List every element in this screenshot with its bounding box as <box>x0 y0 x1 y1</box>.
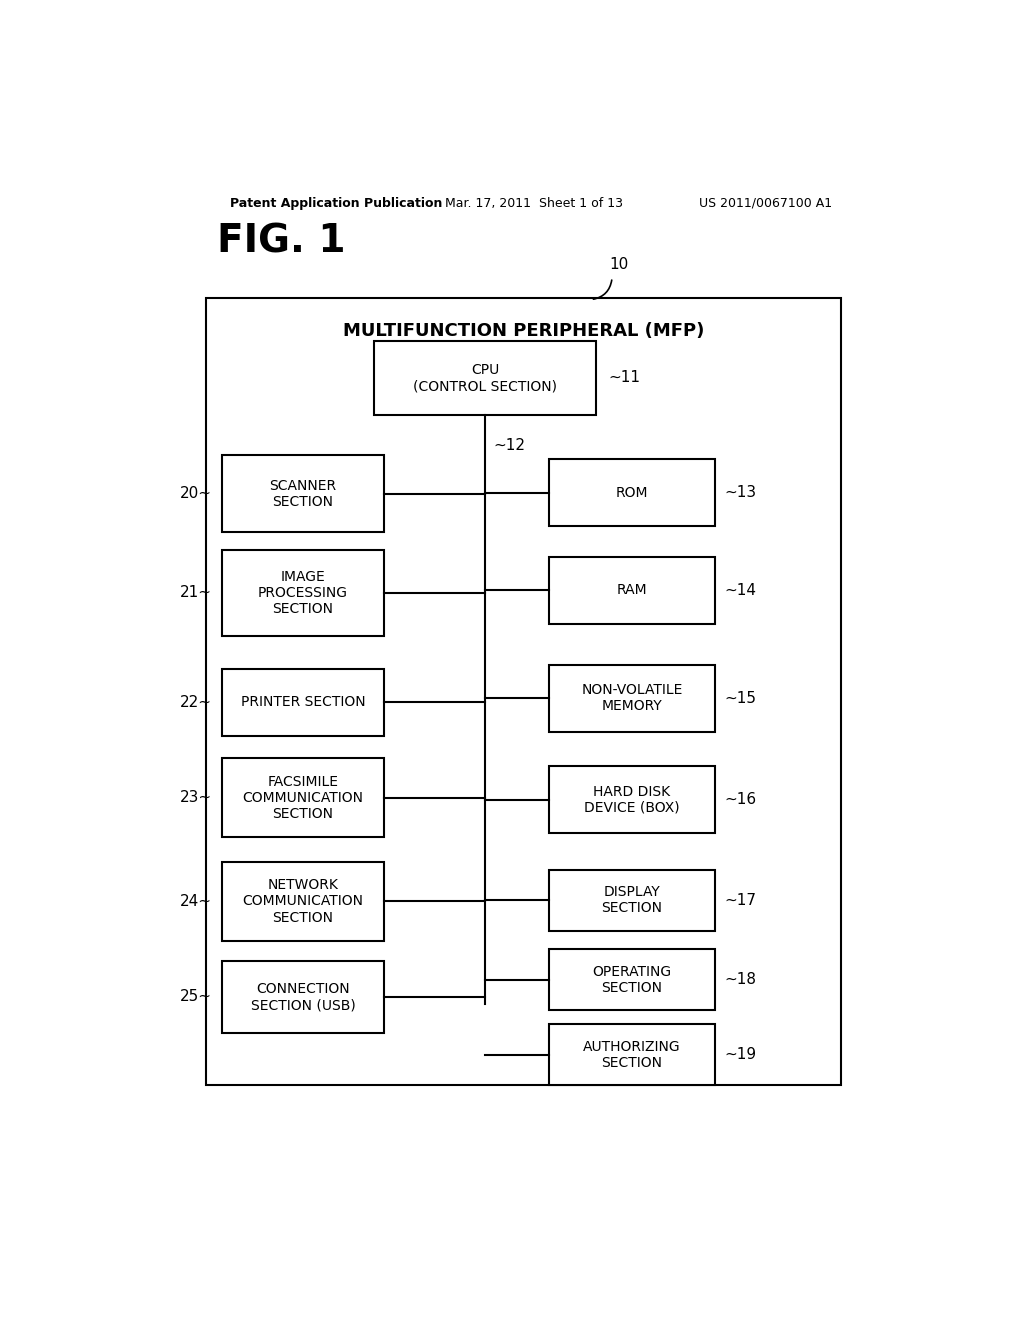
Text: ∼16: ∼16 <box>725 792 757 808</box>
Text: ∼13: ∼13 <box>725 486 757 500</box>
Bar <box>221 549 384 636</box>
Text: 20∼: 20∼ <box>180 486 212 502</box>
Text: 24∼: 24∼ <box>180 894 212 909</box>
Text: DISPLAY
SECTION: DISPLAY SECTION <box>601 886 663 916</box>
Bar <box>549 664 715 731</box>
Text: NON-VOLATILE
MEMORY: NON-VOLATILE MEMORY <box>582 682 683 713</box>
Text: MULTIFUNCTION PERIPHERAL (MFP): MULTIFUNCTION PERIPHERAL (MFP) <box>342 322 703 341</box>
Text: CPU
(CONTROL SECTION): CPU (CONTROL SECTION) <box>413 363 557 393</box>
Text: 10: 10 <box>609 257 628 272</box>
Text: AUTHORIZING
SECTION: AUTHORIZING SECTION <box>583 1040 681 1071</box>
Bar <box>221 758 384 837</box>
Text: OPERATING
SECTION: OPERATING SECTION <box>592 965 672 995</box>
Text: FIG. 1: FIG. 1 <box>217 223 345 261</box>
Text: PRINTER SECTION: PRINTER SECTION <box>241 696 366 709</box>
Text: US 2011/0067100 A1: US 2011/0067100 A1 <box>699 197 833 210</box>
Bar <box>549 557 715 624</box>
Text: RAM: RAM <box>616 583 647 598</box>
Text: 21∼: 21∼ <box>180 585 212 601</box>
Bar <box>549 870 715 931</box>
Text: ∼11: ∼11 <box>608 371 640 385</box>
Text: Mar. 17, 2011  Sheet 1 of 13: Mar. 17, 2011 Sheet 1 of 13 <box>445 197 624 210</box>
Text: HARD DISK
DEVICE (BOX): HARD DISK DEVICE (BOX) <box>584 784 680 814</box>
Text: ROM: ROM <box>615 486 648 500</box>
Text: ∼12: ∼12 <box>494 437 525 453</box>
Text: ∼14: ∼14 <box>725 583 757 598</box>
Text: IMAGE
PROCESSING
SECTION: IMAGE PROCESSING SECTION <box>258 570 348 616</box>
Text: ∼17: ∼17 <box>725 892 757 908</box>
Text: FACSIMILE
COMMUNICATION
SECTION: FACSIMILE COMMUNICATION SECTION <box>243 775 364 821</box>
Text: ∼18: ∼18 <box>725 972 757 987</box>
Bar <box>549 459 715 527</box>
Bar <box>221 862 384 941</box>
Bar <box>221 455 384 532</box>
Bar <box>549 1024 715 1085</box>
Text: SCANNER
SECTION: SCANNER SECTION <box>269 479 337 510</box>
Text: 25∼: 25∼ <box>180 990 212 1005</box>
Bar <box>374 342 596 414</box>
Bar <box>549 766 715 833</box>
Bar <box>221 961 384 1032</box>
Text: NETWORK
COMMUNICATION
SECTION: NETWORK COMMUNICATION SECTION <box>243 878 364 924</box>
Bar <box>221 669 384 735</box>
Text: Patent Application Publication: Patent Application Publication <box>229 197 442 210</box>
Text: ∼15: ∼15 <box>725 690 757 706</box>
Text: 22∼: 22∼ <box>180 694 212 710</box>
Text: CONNECTION
SECTION (USB): CONNECTION SECTION (USB) <box>251 982 355 1012</box>
Text: ∼19: ∼19 <box>725 1047 757 1063</box>
Bar <box>206 297 841 1085</box>
Bar <box>549 949 715 1010</box>
Text: 23∼: 23∼ <box>180 791 212 805</box>
